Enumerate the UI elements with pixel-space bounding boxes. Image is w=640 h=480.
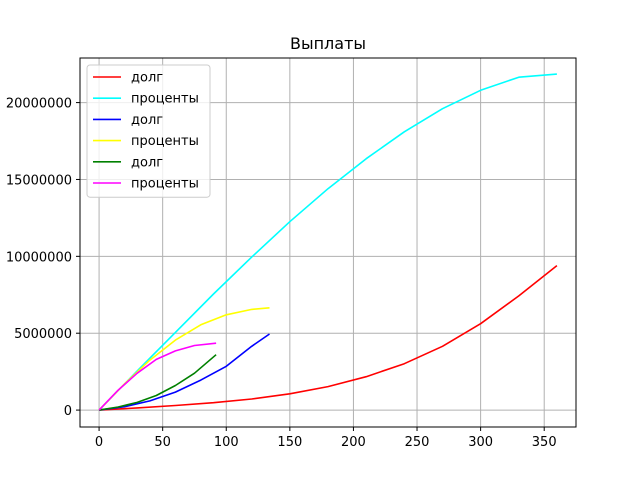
- legend: долг проценты долг проценты долг проценты: [86, 64, 211, 198]
- series-line-0: [99, 264, 558, 411]
- y-tick-label: 15000000: [6, 173, 72, 188]
- series-line-4: [98, 354, 217, 411]
- x-tick-label: 200: [341, 435, 366, 450]
- x-tick-label: 50: [154, 435, 171, 450]
- series-line-1: [98, 73, 557, 411]
- y-tick-label: 0: [64, 404, 72, 419]
- chart-title: Выплаты: [290, 34, 366, 53]
- x-tick-label: 100: [214, 435, 239, 450]
- axis-ticks: 0 50 100 150 200 250 300 350 0 5000000 10000000 150…: [6, 97, 557, 450]
- legend-label: проценты: [131, 177, 199, 192]
- x-tick-label: 250: [405, 435, 430, 450]
- series-lines: [98, 73, 558, 411]
- x-tick-label: 0: [95, 435, 103, 450]
- x-tick-label: 300: [468, 435, 493, 450]
- legend-label: проценты: [131, 92, 199, 107]
- series-line-5: [98, 342, 217, 411]
- plot-frame: [79, 57, 577, 428]
- x-tick-label: 150: [277, 435, 302, 450]
- legend-label: долг: [131, 71, 163, 86]
- legend-label: долг: [131, 155, 163, 170]
- y-tick-label: 5000000: [14, 327, 72, 342]
- legend-label: проценты: [131, 134, 199, 149]
- x-tick-label: 350: [532, 435, 557, 450]
- y-tick-label: 10000000: [6, 250, 72, 265]
- legend-label: долг: [131, 113, 163, 128]
- y-tick-label: 20000000: [6, 97, 72, 112]
- series-line-2: [98, 333, 270, 411]
